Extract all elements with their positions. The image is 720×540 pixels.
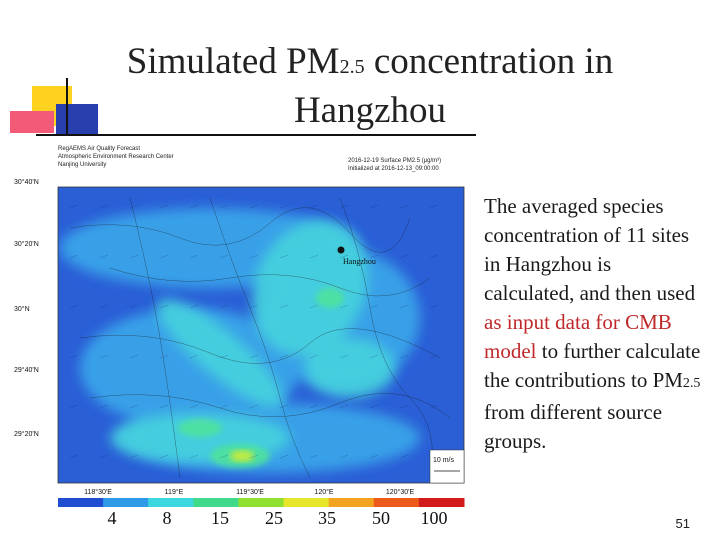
lat-label: 30°N [14, 305, 30, 313]
latitude-labels: 30°40'N 30°20'N 30°N 29°40'N 29°20'N [14, 178, 39, 438]
wind-scale: 10 m/s [429, 449, 465, 484]
colorbar-label: 35 [318, 508, 336, 528]
colorbar-label: 15 [211, 508, 229, 528]
description-seg4: from different source groups. [484, 400, 663, 453]
decor-black-horizontal-line [36, 134, 476, 136]
colorbar-label: 50 [372, 508, 390, 528]
lon-label: 119°30'E [236, 488, 264, 496]
description-seg3: to further calculate the contributions t… [484, 339, 701, 392]
slide-number: 51 [675, 516, 690, 531]
title-subscript: 2.5 [339, 56, 365, 78]
lon-label: 118°30'E [84, 488, 112, 496]
colorbar [58, 498, 465, 507]
map-header-line: Initialized at 2016-12-13_09:00:00 [348, 166, 439, 172]
map-header-right: 2016-12-19 Surface PM2.5 (μg/m³) Initial… [348, 158, 441, 172]
pm25-forecast-map: RegAEMS Air Quality Forecast Atmospheric… [14, 146, 465, 528]
colorbar-label: 100 [421, 508, 448, 528]
lat-label: 30°40'N [14, 178, 39, 186]
lon-label: 120°E [314, 488, 333, 496]
hangzhou-marker [337, 246, 345, 254]
decor-red-bar [10, 111, 54, 133]
colorbar-segment [103, 498, 149, 507]
map-frame [57, 186, 465, 484]
colorbar-segment [283, 498, 330, 507]
map-header-line: Nanjing University [58, 162, 106, 168]
longitude-labels: 118°30'E 119°E 119°30'E 120°E 120°30'E [84, 488, 414, 496]
description-seg1: The averaged species concentration of 11… [484, 194, 696, 305]
lon-label: 120°30'E [386, 488, 415, 496]
title-part2: concentration in Hangzhou [293, 41, 614, 131]
map-header-line: Atmospheric Environment Research Center [58, 154, 174, 160]
colorbar-segment [58, 498, 104, 507]
colorbar-labels: 4 8 15 25 35 50 100 [108, 508, 448, 528]
colorbar-segment [148, 498, 194, 507]
colorbar-segment [238, 498, 285, 507]
colorbar-label: 25 [265, 508, 283, 528]
decor-blue-square [56, 104, 98, 134]
map-header-line: RegAEMS Air Quality Forecast [58, 146, 140, 152]
concentration-field [58, 187, 464, 483]
colorbar-segment [373, 498, 420, 507]
wind-scale-label: 10 m/s [433, 457, 455, 464]
map-header-left: RegAEMS Air Quality Forecast Atmospheric… [58, 146, 174, 168]
map-header-line: 2016-12-19 Surface PM2.5 (μg/m³) [348, 158, 441, 164]
description-subscript: 2.5 [682, 376, 701, 391]
lat-label: 29°40'N [14, 366, 39, 374]
colorbar-segment [328, 498, 375, 507]
hangzhou-label: Hangzhou [343, 257, 376, 266]
description-highlight: as input data for CMB model [484, 310, 672, 363]
lat-label: 30°20'N [14, 240, 39, 248]
colorbar-segment [193, 498, 239, 507]
decor-black-vertical-line [66, 78, 68, 136]
colorbar-label: 4 [108, 508, 117, 528]
lat-label: 29°20'N [14, 430, 39, 438]
description-text: The averaged species concentration of 11… [484, 192, 704, 456]
lon-label: 119°E [165, 488, 184, 496]
boundary-lines [69, 197, 451, 479]
colorbar-segment [418, 498, 465, 507]
title-part1: Simulated PM [126, 41, 340, 82]
colorbar-label: 8 [163, 508, 172, 528]
wind-vectors [69, 204, 439, 459]
slide-title: Simulated PM2.5 concentration in Hangzho… [90, 40, 650, 133]
